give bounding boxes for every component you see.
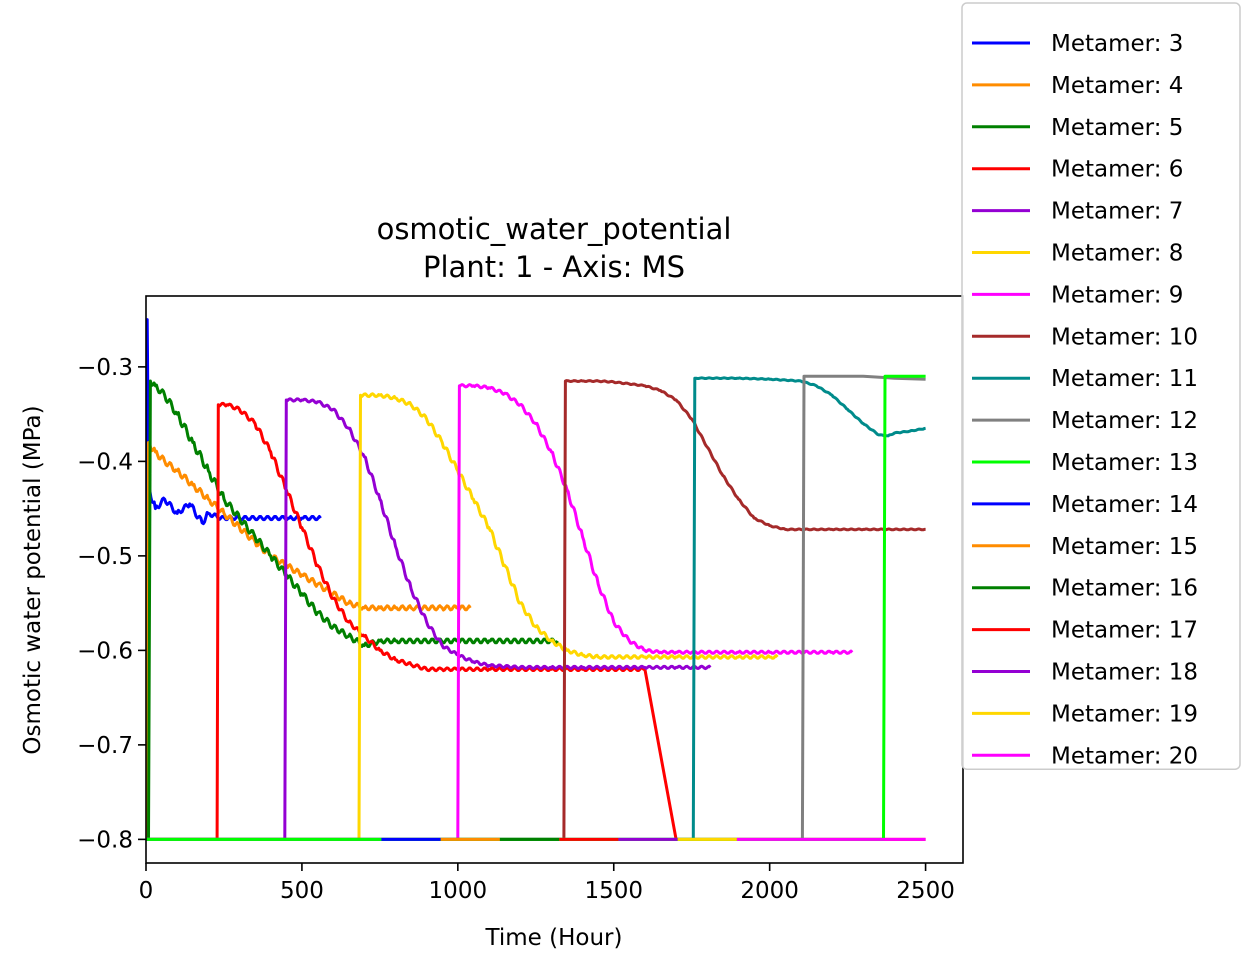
chart-title: osmotic_water_potential bbox=[377, 212, 732, 246]
chart-subtitle: Plant: 1 - Axis: MS bbox=[423, 250, 685, 284]
legend-label: Metamer: 17 bbox=[1051, 618, 1198, 644]
x-tick-label: 1500 bbox=[584, 878, 643, 904]
legend-label: Metamer: 12 bbox=[1051, 408, 1198, 434]
legend-label: Metamer: 19 bbox=[1051, 701, 1198, 727]
legend-label: Metamer: 14 bbox=[1051, 492, 1198, 518]
legend-label: Metamer: 20 bbox=[1051, 743, 1198, 769]
y-tick-label: −0.8 bbox=[77, 827, 133, 853]
legend-label: Metamer: 9 bbox=[1051, 282, 1183, 308]
x-tick-label: 500 bbox=[280, 878, 324, 904]
legend-label: Metamer: 7 bbox=[1051, 199, 1183, 225]
legend-label: Metamer: 18 bbox=[1051, 660, 1198, 686]
legend-label: Metamer: 15 bbox=[1051, 534, 1198, 560]
x-tick-label: 0 bbox=[139, 878, 154, 904]
y-tick-label: −0.7 bbox=[77, 733, 133, 759]
x-tick-label: 2000 bbox=[740, 878, 799, 904]
y-axis-label: Osmotic water potential (MPa) bbox=[20, 405, 46, 754]
y-tick-label: −0.4 bbox=[77, 449, 133, 475]
legend-label: Metamer: 10 bbox=[1051, 324, 1198, 350]
legend: Metamer: 3 Metamer: 4 Metamer: 5 Metamer: 6… bbox=[962, 3, 1240, 769]
y-tick-label: −0.6 bbox=[77, 638, 133, 664]
legend-label: Metamer: 11 bbox=[1051, 366, 1198, 392]
legend-label: Metamer: 4 bbox=[1051, 73, 1183, 99]
legend-label: Metamer: 13 bbox=[1051, 450, 1198, 476]
x-axis-label: Time (Hour) bbox=[485, 925, 623, 951]
x-tick-label: 2500 bbox=[896, 878, 955, 904]
y-tick-label: −0.3 bbox=[77, 355, 133, 381]
y-tick-label: −0.5 bbox=[77, 544, 133, 570]
legend-label: Metamer: 16 bbox=[1051, 576, 1198, 602]
legend-label: Metamer: 6 bbox=[1051, 157, 1183, 183]
legend-label: Metamer: 8 bbox=[1051, 241, 1183, 267]
legend-label: Metamer: 5 bbox=[1051, 115, 1183, 141]
x-tick-label: 1000 bbox=[429, 878, 488, 904]
legend-label: Metamer: 3 bbox=[1051, 31, 1183, 57]
